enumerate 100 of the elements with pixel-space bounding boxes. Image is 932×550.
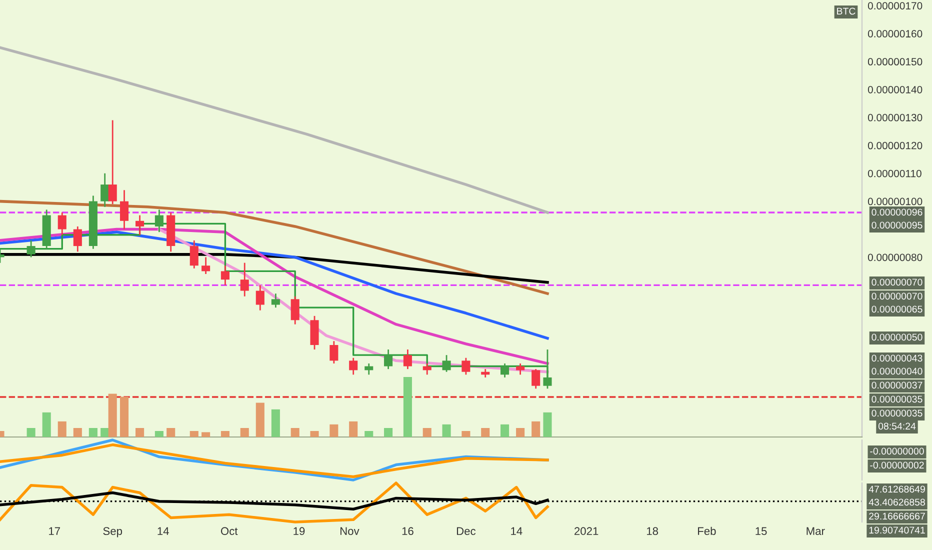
text: -0.00000002 xyxy=(870,462,924,469)
text: -0.00000000 xyxy=(870,448,924,455)
candlestick xyxy=(384,348,393,370)
text: 0.00000095 xyxy=(872,222,922,229)
text: 0.00000065 xyxy=(872,306,922,313)
bar xyxy=(271,409,280,437)
x-tick-label: 14 xyxy=(158,527,169,535)
y-tick-label: 0.00000170 xyxy=(868,2,922,10)
bar xyxy=(543,412,552,437)
bar xyxy=(349,421,358,437)
candlestick xyxy=(26,240,36,258)
x-tick-label: 19 xyxy=(294,527,305,536)
candlestick xyxy=(136,214,144,236)
candlestick xyxy=(442,354,451,373)
candlestick xyxy=(58,212,66,236)
bar xyxy=(442,424,451,437)
text: 0.00000096 xyxy=(872,208,922,216)
bar xyxy=(422,428,432,437)
y-tick-label: 0.00000130 xyxy=(868,114,922,122)
text: 0.00000037 xyxy=(872,382,922,389)
bar xyxy=(532,421,540,437)
text: 29.16666667 xyxy=(869,512,925,520)
candlestick xyxy=(500,362,510,378)
bar xyxy=(73,428,82,437)
y-tick-label: 0.00000100 xyxy=(868,198,922,206)
text: 0.00000040 xyxy=(872,368,922,375)
bar xyxy=(330,424,338,437)
bar xyxy=(136,428,144,437)
x-tick-label: 18 xyxy=(646,527,658,536)
text: 0.00000043 xyxy=(872,354,922,362)
candlestick xyxy=(73,226,82,252)
candlestick xyxy=(330,340,338,364)
bar xyxy=(310,431,319,437)
x-tick-label: 2021 xyxy=(574,527,598,536)
x-tick-label: Sep xyxy=(103,527,122,538)
bar xyxy=(88,428,98,437)
candlestick xyxy=(120,189,129,230)
x-tick-label: Dec xyxy=(456,527,476,536)
bar xyxy=(190,431,198,437)
x-tick-label: Mar xyxy=(806,527,825,536)
candlestick xyxy=(220,264,230,286)
bar xyxy=(403,377,412,437)
x-tick-label: 17 xyxy=(49,527,60,535)
x-tick-label: Nov xyxy=(340,527,360,536)
x-tick-label: Oct xyxy=(220,527,238,536)
candlestick xyxy=(100,172,110,208)
bar xyxy=(58,421,66,437)
x-tick-label: Feb xyxy=(698,526,716,536)
bar xyxy=(500,424,510,437)
bar xyxy=(481,428,490,437)
candlestick xyxy=(349,357,358,376)
text: 0.00000035 xyxy=(872,410,922,417)
text: 08:54:24 xyxy=(878,422,916,430)
bar xyxy=(120,396,129,437)
y-tick-label: 0.00000140 xyxy=(868,86,922,94)
bar xyxy=(220,431,230,437)
y-tick-label: 0.00000110 xyxy=(868,170,922,178)
bar xyxy=(26,428,36,437)
candlestick xyxy=(202,256,210,275)
y-tick-label: 0.00000120 xyxy=(868,142,922,150)
y-tick-label: 0.00000080 xyxy=(868,254,922,262)
bar xyxy=(154,431,164,437)
candlestick xyxy=(240,262,249,298)
y-tick-label: 0.00000160 xyxy=(868,30,922,38)
annotation: BTC xyxy=(837,8,856,15)
candlestick xyxy=(403,348,412,370)
bar xyxy=(42,412,51,437)
bar xyxy=(384,428,393,437)
y-tick-label: 0.00000150 xyxy=(868,58,922,66)
candlestick xyxy=(290,296,300,326)
x-tick-label: 14 xyxy=(511,527,522,535)
candlestick xyxy=(271,292,280,308)
candlestick xyxy=(154,209,164,233)
bar xyxy=(240,428,249,437)
text: 47.61268649 xyxy=(868,486,925,493)
candlestick xyxy=(543,348,552,390)
text: 0.00000035 xyxy=(872,396,922,403)
line-series xyxy=(0,253,549,284)
candlestick xyxy=(190,240,198,270)
text: 43.40626858 xyxy=(868,498,925,506)
bar xyxy=(202,432,210,437)
candlestick xyxy=(256,284,264,312)
x-tick-label: 16 xyxy=(402,527,414,536)
bar xyxy=(108,394,117,437)
bar xyxy=(462,431,470,437)
bar xyxy=(100,428,110,437)
text: 19.90740741 xyxy=(869,526,925,534)
text: 0.00000070 xyxy=(872,278,922,286)
bar xyxy=(256,402,264,437)
candlestick xyxy=(462,357,470,376)
bar xyxy=(166,428,176,437)
candlestick xyxy=(532,368,540,390)
x-tick-label: 15 xyxy=(756,527,767,536)
line-series xyxy=(0,200,549,295)
text: 0.00000070 xyxy=(872,292,922,300)
bar xyxy=(516,428,525,437)
bar xyxy=(364,431,374,437)
candlestick xyxy=(108,120,117,205)
bar xyxy=(290,428,300,437)
text: 0.00000050 xyxy=(872,334,922,341)
